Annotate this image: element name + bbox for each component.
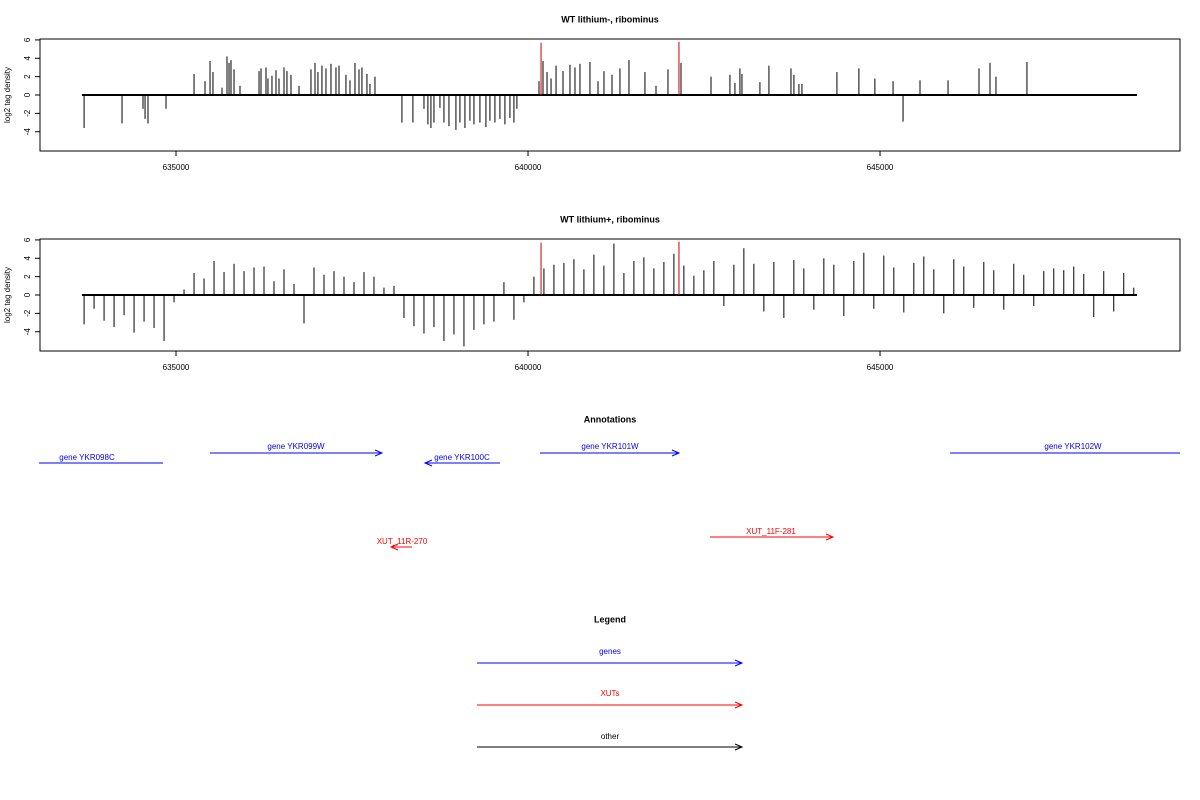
arrowhead [734, 743, 744, 751]
gene-label: gene YKR101W [581, 442, 639, 451]
arrowhead [734, 659, 744, 667]
legend: Legend genes XUTs other [477, 614, 744, 751]
y-tick-label: 6 [23, 37, 32, 42]
legend-label: other [601, 732, 620, 741]
y-axis-label: log2 tag density [3, 67, 12, 123]
panel-title: WT lithium-, ribominus [561, 14, 659, 24]
arrowhead [423, 459, 433, 467]
y-tick-label: -4 [23, 328, 32, 336]
xut-label: XUT_11F-281 [746, 527, 796, 536]
x-tick-label: 645000 [867, 363, 894, 372]
gene-label: gene YKR102W [1044, 442, 1102, 451]
x-tick-label: 635000 [163, 163, 190, 172]
x-tick-label: 645000 [867, 163, 894, 172]
y-tick-label: -2 [23, 309, 32, 317]
annotations-title: Annotations [584, 414, 637, 424]
y-tick-label: 4 [23, 256, 32, 261]
y-tick-label: 0 [23, 92, 32, 97]
x-tick-label: 635000 [163, 363, 190, 372]
gene-label: gene YKR099W [267, 442, 325, 451]
arrowhead [374, 449, 384, 457]
arrowhead [389, 543, 399, 551]
gene-label: gene YKR100C [434, 453, 490, 462]
legend-label: XUTs [600, 689, 619, 698]
annotations: Annotations gene YKR098C gene YKR099W ge… [39, 414, 1180, 551]
y-tick-label: 0 [23, 292, 32, 297]
y-tick-label: -2 [23, 109, 32, 117]
y-tick-label: 6 [23, 237, 32, 242]
x-tick-label: 640000 [515, 163, 542, 172]
arrowhead [825, 533, 835, 541]
arrowhead [671, 449, 681, 457]
x-tick-label: 640000 [515, 363, 542, 372]
y-tick-label: 2 [23, 274, 32, 279]
legend-title: Legend [594, 614, 626, 624]
y-tick-label: 2 [23, 74, 32, 79]
y-axis-label: log2 tag density [3, 267, 12, 323]
y-tick-label: -4 [23, 128, 32, 136]
y-tick-label: 4 [23, 56, 32, 61]
panel-title: WT lithium+, ribominus [560, 214, 660, 224]
arrowhead [734, 701, 744, 709]
legend-label: genes [599, 647, 621, 656]
gene-label: gene YKR098C [59, 453, 115, 462]
xut-label: XUT_11R-270 [377, 537, 428, 546]
